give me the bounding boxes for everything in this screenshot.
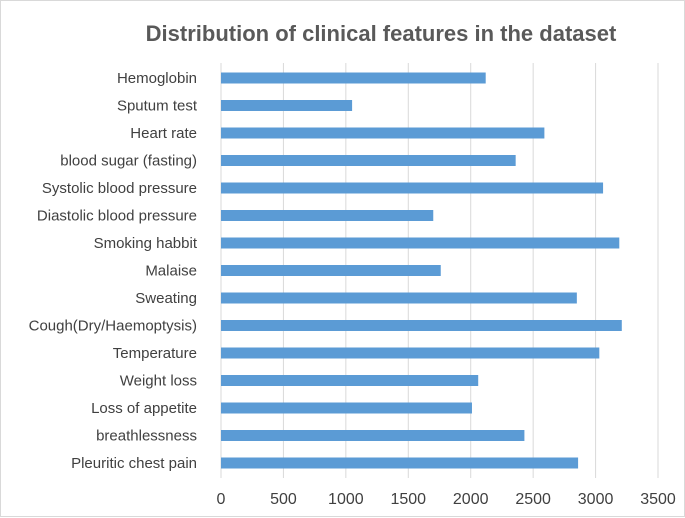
bar xyxy=(221,430,525,441)
category-label: Systolic blood pressure xyxy=(42,180,197,197)
category-label: Heart rate xyxy=(130,125,197,142)
bar xyxy=(221,265,441,276)
category-label: blood sugar (fasting) xyxy=(60,153,197,170)
category-label: breathlessness xyxy=(96,428,197,445)
x-tick-label: 1500 xyxy=(390,491,426,508)
x-tick-label: 0 xyxy=(217,491,226,508)
bar xyxy=(221,237,620,249)
bar xyxy=(221,127,545,139)
category-label: Weight loss xyxy=(120,373,197,390)
bar xyxy=(221,320,622,331)
category-labels: Hemoglobin Sputum test Heart rate blood sug… xyxy=(29,70,198,472)
bar xyxy=(221,182,604,194)
category-label: Sputum test xyxy=(117,98,198,115)
x-tick-label: 500 xyxy=(270,491,297,508)
bar xyxy=(221,347,600,359)
category-label: Temperature xyxy=(113,345,197,362)
bar xyxy=(221,100,353,111)
x-axis-tick-labels: 0 500 1000 1500 2000 2500 3000 3500 xyxy=(217,491,676,508)
bar xyxy=(221,457,579,469)
bar xyxy=(221,402,472,414)
bar xyxy=(221,210,434,221)
category-label: Cough(Dry/Haemoptysis) xyxy=(29,318,197,335)
category-label: Hemoglobin xyxy=(117,70,197,87)
category-label: Malaise xyxy=(145,263,197,280)
x-tick-label: 2500 xyxy=(515,491,551,508)
category-label: Sweating xyxy=(135,290,197,307)
x-tick-label: 3500 xyxy=(640,491,676,508)
category-label: Pleuritic chest pain xyxy=(71,455,197,472)
chart-title: Distribution of clinical features in the… xyxy=(146,21,617,46)
bar xyxy=(221,375,479,386)
bars xyxy=(221,72,622,469)
category-label: Diastolic blood pressure xyxy=(37,208,197,225)
category-label: Loss of appetite xyxy=(91,400,197,417)
x-tick-label: 3000 xyxy=(578,491,614,508)
bar xyxy=(221,155,516,166)
bar xyxy=(221,72,486,84)
x-tick-label: 1000 xyxy=(328,491,364,508)
x-tick-label: 2000 xyxy=(453,491,489,508)
bar xyxy=(221,292,577,304)
category-label: Smoking habbit xyxy=(94,235,198,252)
